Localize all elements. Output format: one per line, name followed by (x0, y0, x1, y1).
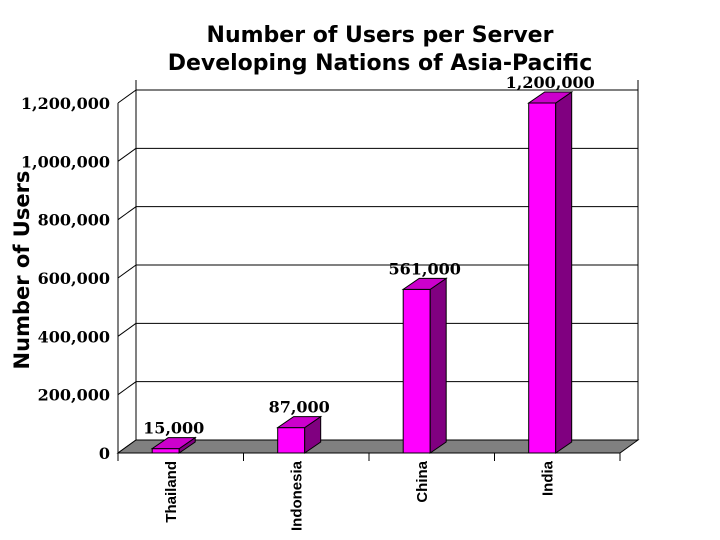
x-tick-label: India (539, 460, 556, 496)
y-tick-label: 200,000 (38, 386, 110, 405)
x-tick-label: China (414, 460, 431, 502)
bar-side-india (555, 91, 573, 454)
bar-china (402, 288, 431, 454)
side-wall-gridline (117, 147, 137, 162)
bar-top-indonesia (276, 416, 323, 429)
y-tick-label: 400,000 (38, 327, 110, 346)
x-tick-label: Indonesia (288, 460, 305, 531)
y-tick-label: 600,000 (38, 269, 110, 288)
side-wall-gridline (117, 322, 137, 337)
bar-side-china (429, 277, 447, 454)
chart-title: Number of Users per Server Developing Na… (0, 22, 720, 78)
side-wall-gridline (117, 264, 137, 279)
data-label: 87,000 (269, 398, 330, 417)
chart-subtitle: Developing Nations of Asia-Pacific (167, 51, 593, 76)
data-label: 15,000 (143, 419, 204, 438)
x-tick-label: Thailand (163, 461, 180, 523)
bar-india (528, 102, 557, 454)
data-label: 1,200,000 (506, 73, 595, 92)
y-tick-label: 0 (99, 444, 110, 463)
y-tick-label: 1,000,000 (21, 152, 110, 171)
chart-title-line-1: Number of Users per Server (206, 23, 554, 48)
side-wall-gridline (117, 206, 137, 221)
bar-top-india (527, 91, 574, 104)
data-label: 561,000 (389, 259, 461, 278)
y-tick-label: 1,200,000 (21, 94, 110, 113)
bar-top-thailand (150, 437, 197, 450)
side-wall-gridline (117, 381, 137, 396)
bar-indonesia (277, 427, 306, 454)
bar-top-china (401, 277, 448, 290)
bar-thailand (151, 448, 180, 454)
y-tick-label: 800,000 (38, 211, 110, 230)
side-wall-gridline (117, 89, 137, 104)
